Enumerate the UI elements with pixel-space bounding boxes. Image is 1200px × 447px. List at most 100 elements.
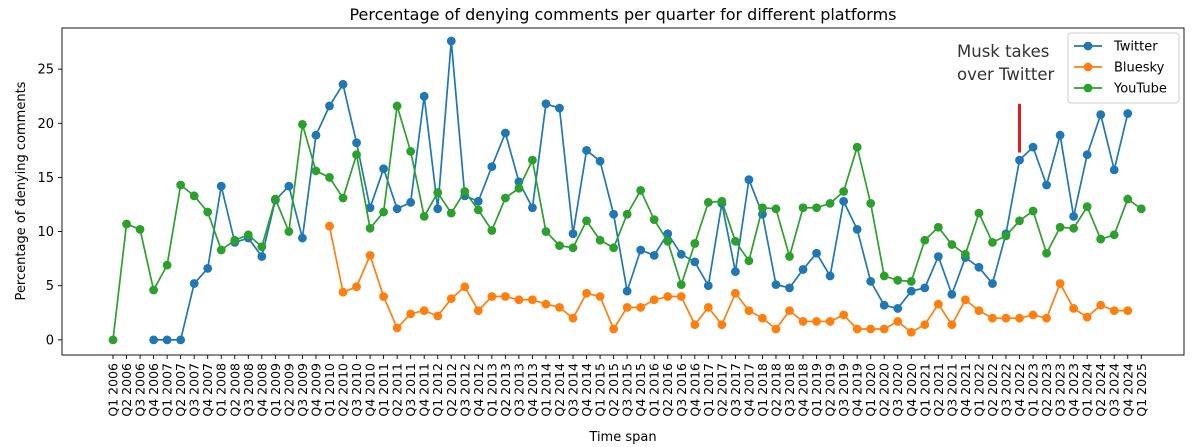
x-tick-label: Q2 2017 (714, 363, 729, 417)
twitter-point (1069, 212, 1079, 221)
bluesky-point (555, 302, 564, 312)
twitter-point (1055, 130, 1065, 140)
legend-label: Bluesky (1114, 61, 1165, 76)
twitter-point (893, 304, 903, 313)
x-tick-label: Q4 2018 (796, 363, 811, 417)
bluesky-point (974, 306, 984, 316)
youtube-point (947, 240, 957, 249)
x-tick-label: Q4 2019 (850, 363, 865, 417)
x-tick-label: Q2 2019 (823, 363, 838, 417)
legend-frame (1067, 32, 1180, 104)
twitter-point (541, 99, 551, 109)
x-tick-label: Q3 2020 (890, 363, 905, 417)
x-tick-label: Q3 2012 (457, 363, 472, 417)
twitter-point (473, 196, 483, 206)
x-tick-label: Q4 2009 (308, 363, 323, 417)
bluesky-point (1015, 313, 1024, 323)
twitter-point (988, 279, 997, 288)
bluesky-point (1082, 312, 1092, 322)
x-tick-label: Q2 2006 (119, 363, 134, 417)
twitter-point (595, 156, 605, 166)
y-tick-label: 25 (37, 63, 54, 78)
youtube-point (933, 222, 943, 232)
bluesky-point (649, 295, 659, 305)
youtube-point (406, 147, 416, 156)
youtube-point (108, 335, 118, 345)
bluesky-point (582, 288, 591, 298)
bluesky-point (676, 292, 686, 301)
x-tick-label: Q2 2015 (606, 363, 621, 417)
youtube-point (609, 243, 619, 253)
youtube-point (960, 249, 970, 259)
plot-area (61, 27, 1185, 356)
series-youtube (108, 101, 1146, 345)
youtube-point (257, 242, 267, 252)
youtube-point (636, 186, 646, 195)
youtube-point (1082, 202, 1092, 212)
x-tick-label: Q2 2022 (985, 363, 1000, 417)
twitter-point (974, 262, 984, 272)
twitter-point (1082, 150, 1092, 160)
x-tick-label: Q2 2011 (390, 363, 405, 417)
legend-swatch-marker (1083, 41, 1093, 51)
x-tick-label: Q4 2024 (1120, 363, 1135, 417)
twitter-point (325, 101, 334, 111)
legend-label: Twitter (1113, 40, 1158, 55)
x-tick-label: Q4 2011 (417, 363, 432, 417)
x-tick-label: Q3 2015 (620, 363, 635, 417)
twitter-point (338, 79, 348, 89)
twitter-point (203, 263, 213, 273)
x-tick-label: Q1 2018 (755, 363, 770, 417)
twitter-point (189, 279, 199, 288)
series-bluesky (325, 221, 1133, 337)
x-tick-label: Q3 2006 (133, 363, 148, 417)
youtube-point (298, 119, 307, 129)
twitter-point (284, 181, 294, 191)
bluesky-point (933, 299, 943, 309)
youtube-point (879, 271, 889, 281)
x-tick-label: Q1 2021 (917, 363, 932, 417)
bluesky-point (771, 324, 781, 334)
bluesky-point (622, 302, 632, 312)
x-tick-label: Q2 2010 (336, 363, 351, 417)
bluesky-point (473, 306, 483, 316)
x-tick-label: Q1 2017 (701, 363, 716, 417)
twitter-point (744, 175, 754, 184)
x-tick-label: Q1 2014 (538, 363, 553, 417)
youtube-point (1001, 231, 1011, 241)
bluesky-point (703, 302, 713, 312)
twitter-point (298, 233, 307, 243)
legend-swatch-marker (1083, 62, 1093, 72)
youtube-point (785, 252, 794, 261)
bluesky-point (879, 324, 889, 334)
x-tick-label: Q1 2011 (376, 363, 391, 417)
youtube-point (122, 219, 131, 229)
twitter-point (379, 164, 388, 174)
y-tick-label: 15 (37, 171, 54, 186)
bluesky-point (1069, 304, 1079, 313)
twitter-point (825, 271, 835, 281)
bluesky-point (406, 309, 416, 319)
twitter-point (636, 245, 646, 255)
youtube-point (1109, 230, 1119, 240)
x-tick-label: Q3 2008 (241, 363, 256, 417)
x-tick-label: Q3 2022 (998, 363, 1013, 417)
bluesky-point (1123, 306, 1133, 316)
youtube-point (622, 209, 632, 219)
youtube-point (717, 196, 727, 206)
x-tick-label: Q2 2020 (877, 363, 892, 417)
x-tick-label: Q2 2008 (227, 363, 242, 417)
youtube-point (365, 223, 375, 233)
x-tick-label: Q1 2010 (322, 363, 337, 417)
youtube-point (216, 245, 226, 255)
twitter-point (162, 335, 172, 345)
twitter-point (839, 196, 849, 206)
twitter-point (663, 229, 673, 239)
youtube-point (595, 235, 605, 245)
bluesky-point (717, 320, 727, 330)
x-tick-label: Q3 2017 (728, 363, 743, 417)
legend: Twitter Bluesky YouTube (1067, 32, 1180, 104)
x-tick-label: Q1 2025 (1134, 363, 1149, 417)
twitter-point (703, 281, 713, 291)
